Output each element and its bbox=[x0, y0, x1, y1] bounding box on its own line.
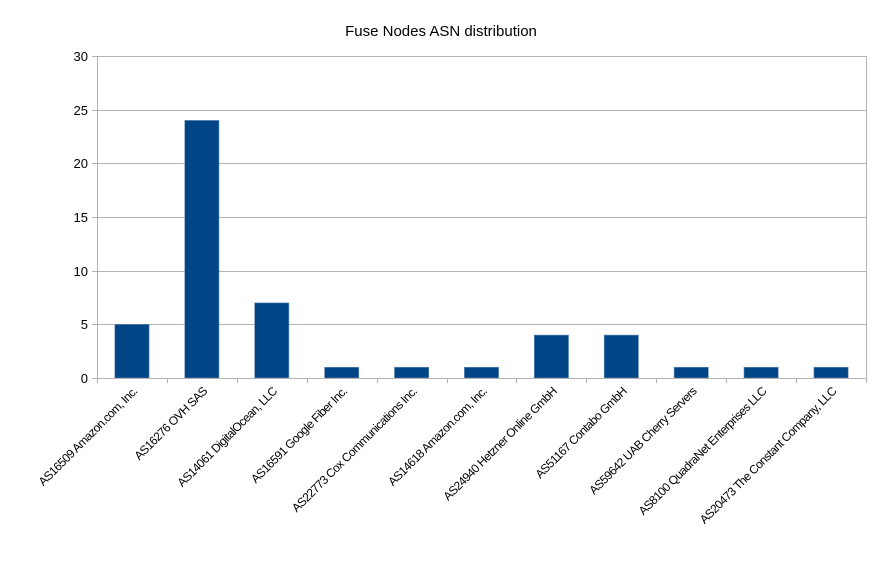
bar bbox=[743, 366, 779, 379]
bar bbox=[533, 334, 569, 379]
bar bbox=[114, 324, 150, 379]
bar bbox=[254, 302, 290, 379]
bar bbox=[673, 366, 709, 379]
x-category-label: AS22773 Cox Communications Inc. bbox=[289, 384, 420, 515]
bar bbox=[464, 366, 499, 379]
x-axis-labels: AS16509 Amazon.com, Inc.AS16276 OVH SAS A… bbox=[36, 384, 840, 527]
bar bbox=[394, 366, 430, 379]
y-tick-label: 10 bbox=[74, 264, 88, 279]
y-tick-label: 20 bbox=[74, 156, 88, 171]
x-category-label: AS24940 Hetzner Online GmbH bbox=[440, 384, 559, 503]
x-category-label: AS20473 The Constant Company, LLC bbox=[697, 384, 840, 527]
bar bbox=[603, 334, 639, 379]
y-tick-label: 0 bbox=[81, 371, 88, 386]
bar bbox=[184, 120, 220, 379]
y-tick-label: 15 bbox=[74, 210, 88, 225]
axes bbox=[97, 56, 867, 383]
x-category-label: AS16276 OVH SAS bbox=[131, 384, 210, 463]
y-tick-label: 30 bbox=[74, 49, 88, 64]
y-axis-ticks: 0 5 10 15 20 25 30 bbox=[74, 49, 88, 386]
y-tick-label: 5 bbox=[81, 317, 88, 332]
bars bbox=[114, 120, 849, 379]
chart-title: Fuse Nodes ASN distribution bbox=[345, 23, 537, 40]
x-category-label: AS16509 Amazon.com, Inc. bbox=[36, 384, 141, 489]
bar bbox=[324, 366, 360, 379]
y-tick-label: 25 bbox=[74, 103, 88, 118]
bar bbox=[813, 366, 849, 379]
x-category-label: AS8100 QuadraNet Enterprises LLC bbox=[636, 384, 770, 518]
gridlines bbox=[92, 56, 866, 379]
